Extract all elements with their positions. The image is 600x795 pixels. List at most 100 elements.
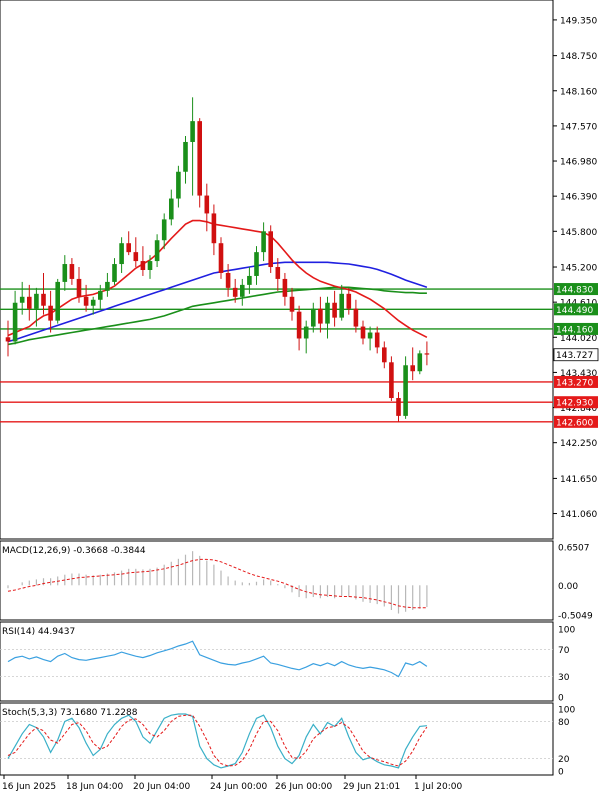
candle-body [346, 293, 352, 309]
time-tick-label: 20 Jun 04:00 [133, 782, 190, 791]
stoch-tick-label: 0 [558, 768, 564, 778]
candle-body [112, 264, 117, 282]
candle-body [353, 308, 359, 327]
candle-body [204, 195, 210, 214]
level-label-bg [554, 283, 598, 296]
candle-body [197, 121, 202, 196]
time-tick-label: 18 Jun 04:00 [66, 782, 123, 791]
candle-body [55, 281, 60, 321]
macd-signal-line [7, 558, 427, 609]
rsi-tick-label: 70 [558, 646, 570, 656]
current-price-label: 143.727 [556, 351, 593, 361]
candle-body [296, 311, 302, 339]
rsi-tick-label: 0 [558, 694, 564, 704]
level-label: 142.600 [556, 418, 593, 428]
price-tick-label: 141.650 [560, 475, 597, 485]
candle-body [403, 365, 408, 416]
time-tick-label: 16 Jun 2025 [2, 782, 56, 791]
candle-body [161, 219, 167, 241]
level-label: 144.160 [556, 325, 593, 335]
price-tick-label: 145.200 [560, 264, 597, 274]
candle-body [282, 278, 288, 297]
level-label: 144.490 [556, 306, 593, 316]
price-tick-label: 149.350 [560, 16, 597, 26]
price-tick-label: 146.390 [560, 193, 597, 203]
candle-body [76, 278, 82, 297]
candle-body [176, 171, 181, 199]
candle-body [190, 121, 195, 142]
level-label: 143.270 [556, 378, 593, 388]
candle-body [183, 141, 188, 172]
candle-body [90, 299, 96, 306]
level-label: 144.830 [556, 286, 593, 296]
price-tick-label: 145.800 [560, 228, 597, 238]
candle-body [417, 353, 423, 372]
candle-body [218, 243, 224, 273]
candle-body [225, 272, 231, 288]
ma-slow-line [7, 261, 428, 343]
candle-body [360, 326, 366, 339]
candle-body [105, 281, 110, 291]
ma-fast-line [7, 219, 428, 339]
candle-body [268, 231, 273, 268]
time-tick-label: 24 Jun 00:00 [210, 782, 267, 791]
rsi-tick-label: 100 [558, 626, 575, 636]
stoch-main-line [7, 713, 427, 769]
price-tick-label: 141.060 [560, 510, 597, 520]
level-label-bg [554, 303, 598, 316]
macd-title: MACD(12,26,9) -0.3668 -0.3844 [2, 546, 146, 556]
candle-body [83, 296, 89, 306]
macd-tick-label: 0.6507 [558, 544, 590, 554]
candle-body [339, 293, 344, 318]
candle-body [48, 305, 53, 321]
stoch-tick-label: 80 [558, 718, 570, 728]
level-label-bg [554, 322, 598, 335]
candle-body [424, 353, 430, 355]
candle-body [147, 261, 153, 270]
level-label-bg [554, 415, 598, 428]
candle-body [389, 362, 394, 399]
candle-body [374, 332, 380, 348]
candle-body [303, 326, 309, 339]
price-tick-label: 147.570 [560, 122, 597, 132]
ma-mid-line [7, 286, 427, 346]
stoch-panel[interactable] [0, 702, 554, 776]
level-label-bg [554, 375, 598, 388]
macd-tick-label: -0.5049 [558, 612, 593, 622]
candle-body [254, 252, 259, 276]
rsi-title: RSI(14) 44.9437 [2, 627, 75, 637]
candle-body [382, 347, 387, 363]
macd-series [7, 551, 428, 614]
candle-body [311, 308, 316, 327]
candle-body [332, 302, 337, 318]
candle-body [396, 398, 401, 416]
rsi-series [0, 640, 553, 678]
candle-body [275, 267, 281, 279]
candle-body [12, 302, 18, 342]
time-tick-label: 1 Jul 20:00 [414, 782, 463, 791]
rsi-panel[interactable] [0, 621, 554, 702]
price-tick-label: 148.160 [560, 87, 597, 97]
price-tick-label: 144.020 [560, 334, 597, 344]
price-tick-label: 143.430 [560, 369, 597, 379]
price-tick-label: 142.840 [560, 404, 597, 414]
rsi-tick-label: 30 [558, 673, 570, 683]
candle-body [140, 261, 146, 270]
price-tick-label: 148.750 [560, 52, 597, 62]
candle-body [133, 252, 139, 262]
candle-body [69, 264, 75, 279]
time-tick-label: 29 Jun 21:01 [343, 782, 400, 791]
candle-body [289, 296, 295, 312]
candle-body [367, 332, 373, 339]
candle-body [211, 213, 217, 244]
stoch-series [0, 713, 553, 769]
candle-body [261, 231, 266, 253]
candle-body [119, 243, 124, 265]
candle-body [232, 287, 238, 297]
level-label: 142.930 [556, 399, 593, 409]
rsi-line [7, 640, 428, 678]
candle-body [126, 243, 131, 253]
moving-averages [7, 219, 428, 346]
